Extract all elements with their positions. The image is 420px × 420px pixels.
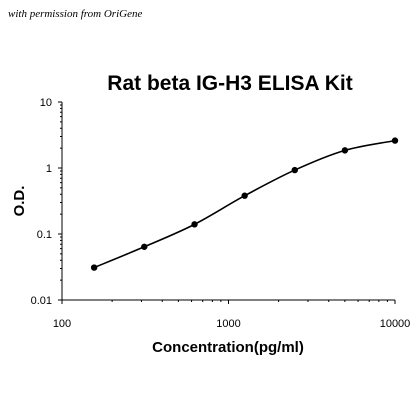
x-tick-label: 1000	[216, 318, 240, 330]
data-point	[391, 137, 399, 144]
fit-curve	[93, 139, 396, 269]
data-point	[341, 147, 349, 154]
data-point	[241, 192, 248, 199]
chart-title: Rat beta IG-H3 ELISA Kit	[107, 72, 352, 95]
y-tick-label: 1	[46, 163, 52, 175]
y-axis-label: O.D.	[11, 186, 28, 217]
x-tick-label: 10000	[380, 318, 411, 330]
credit-text: with permission from OriGene	[8, 8, 143, 20]
data-point	[291, 166, 298, 174]
x-axis-label: Concentration(pg/ml)	[152, 339, 304, 356]
y-tick-label: 0.01	[31, 295, 52, 307]
y-tick-label: 0.1	[37, 229, 52, 241]
data-point	[191, 221, 198, 228]
x-tick-label: 100	[53, 318, 71, 330]
data-point	[141, 243, 148, 250]
y-tick-label: 10	[40, 97, 52, 109]
data-point	[90, 264, 98, 271]
